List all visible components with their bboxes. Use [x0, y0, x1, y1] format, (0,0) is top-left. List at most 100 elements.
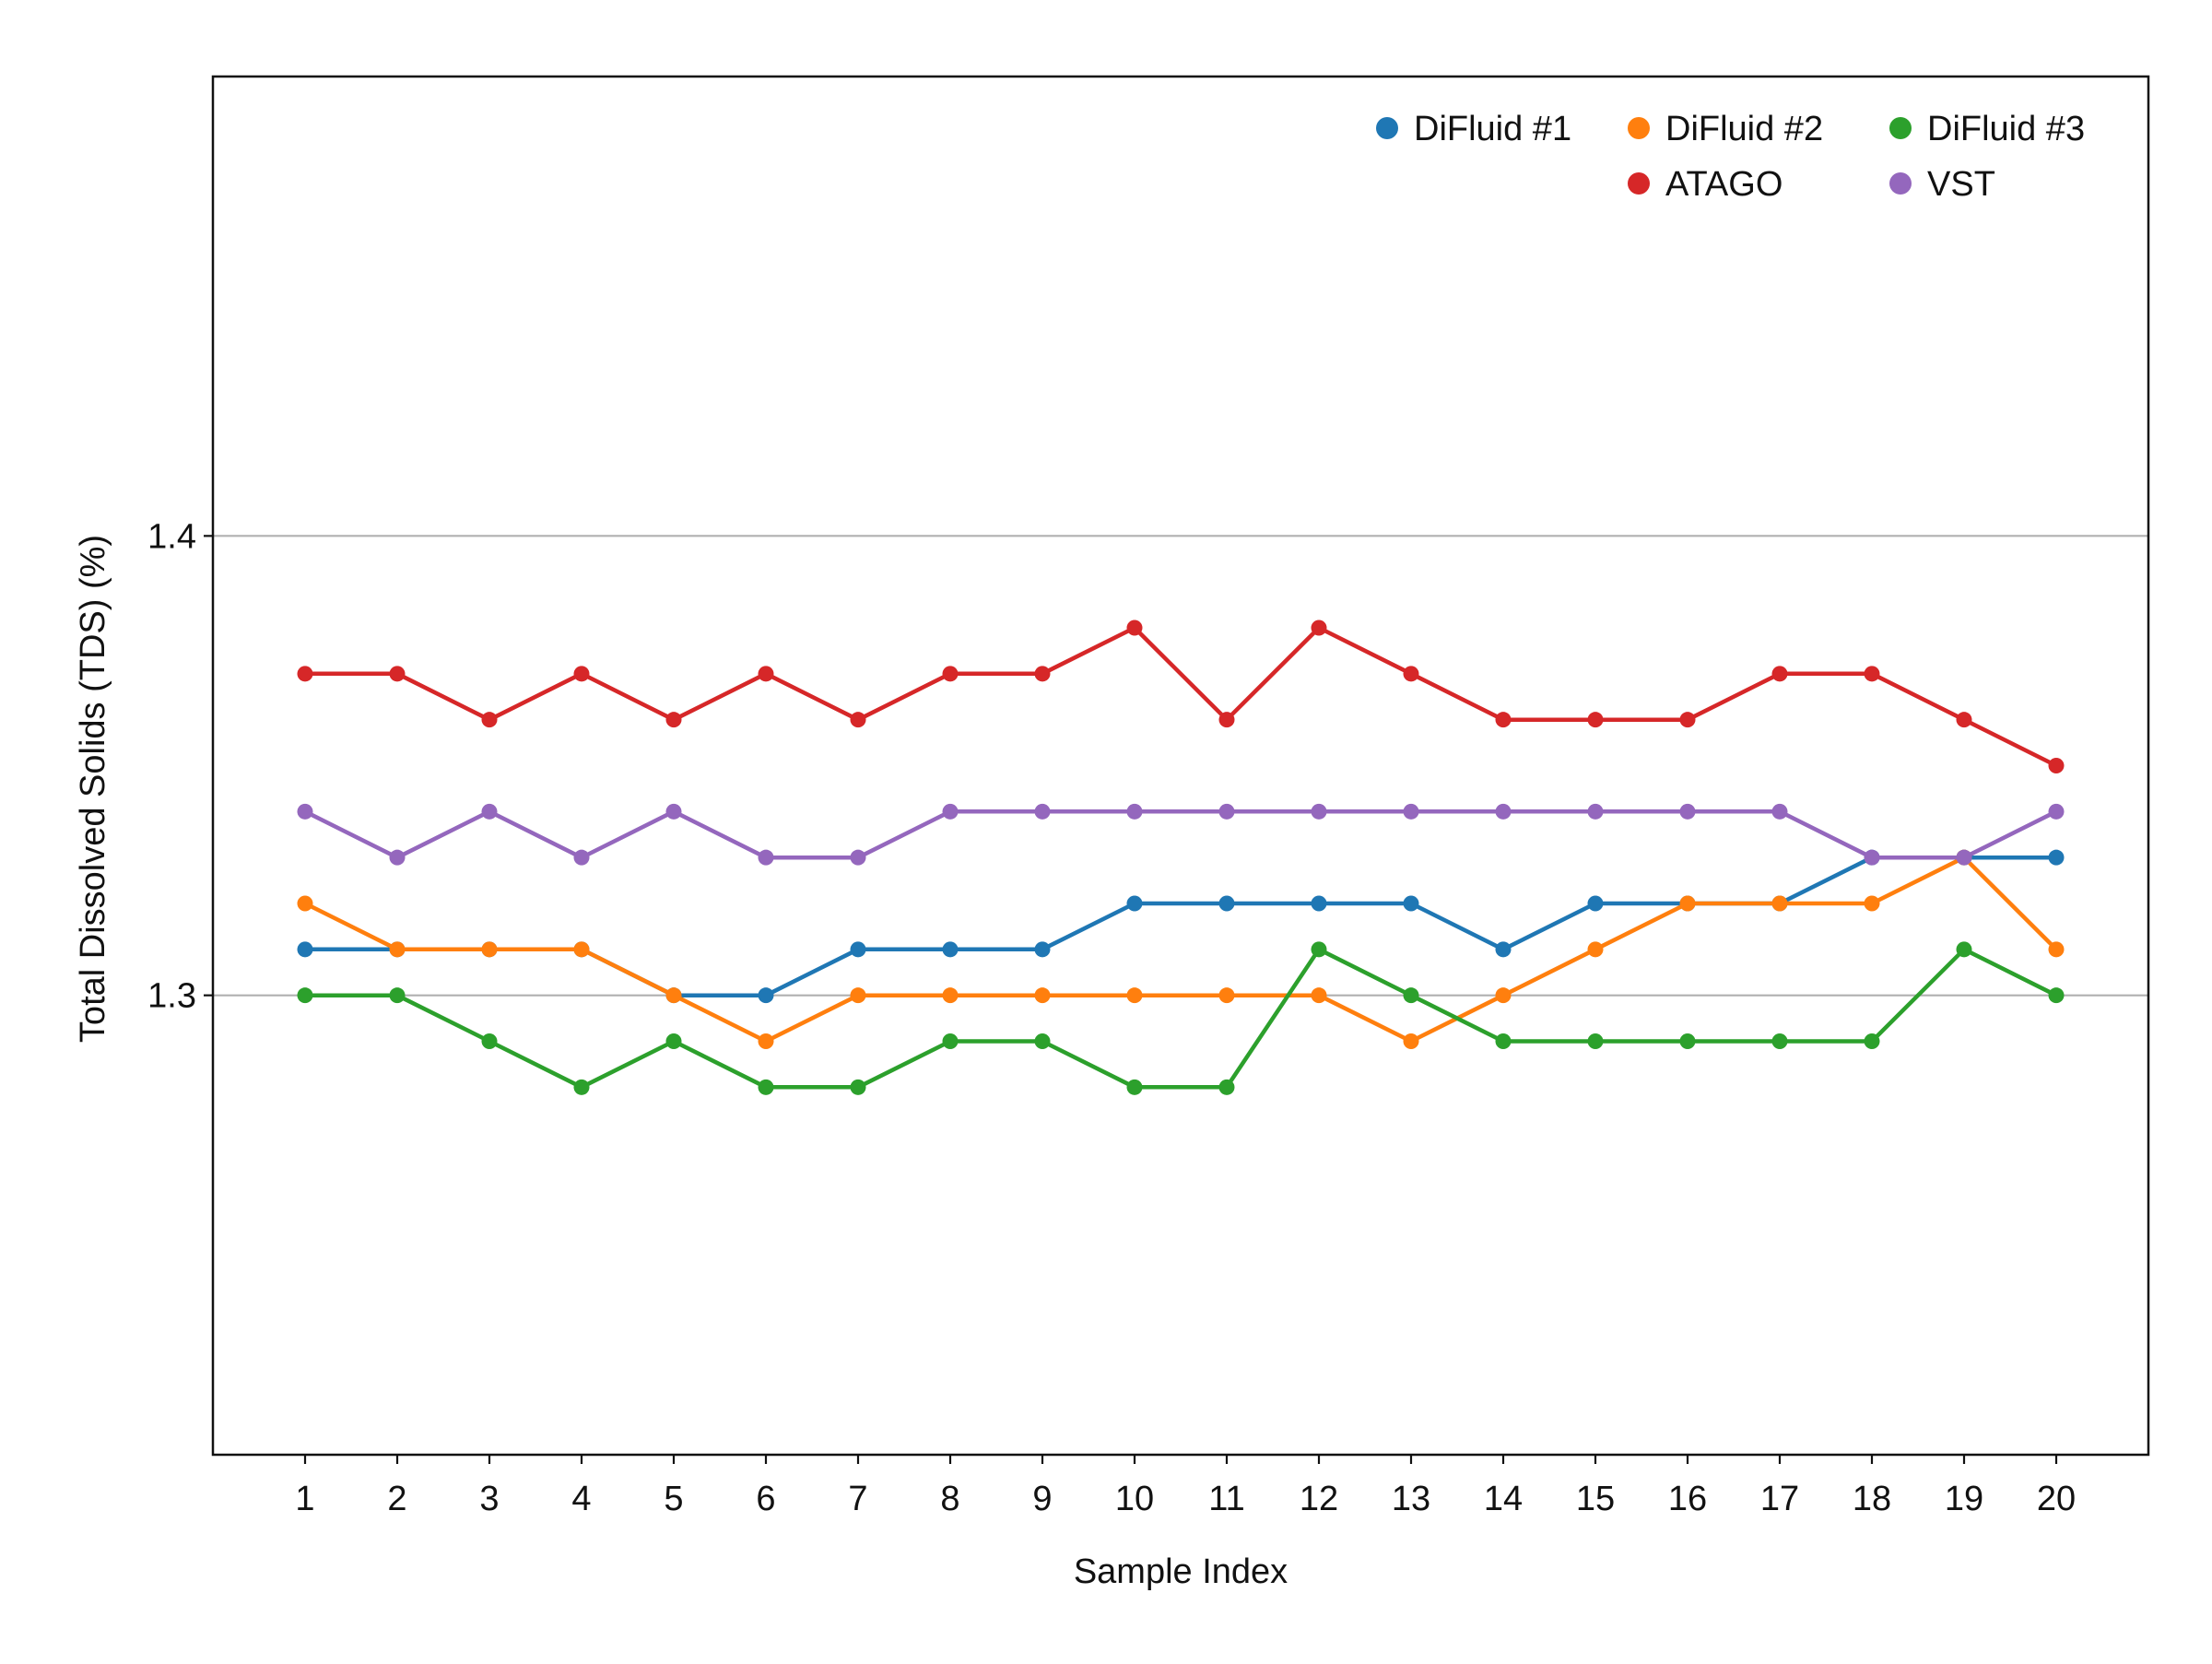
data-point-vst — [1771, 803, 1788, 820]
data-point-vst — [2048, 803, 2065, 820]
data-point-vst — [1864, 849, 1880, 866]
data-point-vst — [665, 803, 682, 820]
x-tick-label: 2 — [387, 1480, 406, 1518]
data-point-difluid-3 — [389, 987, 406, 1004]
data-point-difluid-1 — [1587, 895, 1604, 912]
series-difluid-1 — [297, 849, 2065, 1004]
data-point-difluid-2 — [2048, 941, 2065, 958]
data-point-difluid-1 — [297, 941, 313, 958]
data-point-vst — [389, 849, 406, 866]
data-point-atago — [942, 666, 959, 682]
data-point-atago — [481, 712, 498, 728]
data-point-difluid-1 — [850, 941, 866, 958]
legend-item: DiFluid #2 — [1628, 110, 1823, 148]
x-tick-label: 4 — [571, 1480, 591, 1518]
legend: DiFluid #1 DiFluid #2 DiFluid #3 ATAGO VST — [1376, 110, 2085, 204]
legend-marker — [1889, 117, 1912, 139]
series-layer — [297, 620, 2065, 1095]
data-point-vst — [1679, 803, 1696, 820]
legend-marker — [1628, 117, 1650, 139]
data-point-difluid-2 — [850, 987, 866, 1004]
data-point-vst — [573, 849, 590, 866]
series-line-difluid-3 — [302, 947, 2059, 1090]
data-point-vst — [481, 803, 498, 820]
data-point-atago — [758, 666, 774, 682]
legend-item: VST — [1889, 165, 1995, 204]
data-point-difluid-2 — [1403, 1033, 1419, 1049]
data-point-atago — [2048, 758, 2065, 773]
data-point-atago — [1587, 712, 1604, 728]
x-tick-label: 9 — [1032, 1480, 1052, 1518]
data-point-difluid-2 — [1034, 987, 1051, 1004]
data-point-atago — [1771, 666, 1788, 682]
legend-item: ATAGO — [1628, 165, 1783, 204]
data-point-atago — [1679, 712, 1696, 728]
legend-marker — [1376, 117, 1398, 139]
data-point-atago — [1495, 712, 1512, 728]
data-point-difluid-2 — [1679, 895, 1696, 912]
data-point-difluid-3 — [2048, 987, 2065, 1004]
data-point-difluid-3 — [1864, 1033, 1880, 1049]
data-point-difluid-1 — [942, 941, 959, 958]
data-point-difluid-1 — [1311, 895, 1327, 912]
legend-item: DiFluid #3 — [1889, 110, 2085, 148]
data-point-difluid-2 — [942, 987, 959, 1004]
data-point-difluid-3 — [1587, 1033, 1604, 1049]
x-axis-ticks: 1 2 3 4 5 6 7 8 9 10 11 12 13 14 15 16 17 18 19 20 — [295, 1455, 2076, 1518]
data-point-vst — [850, 849, 866, 866]
x-tick-label: 5 — [664, 1480, 683, 1518]
x-tick-label: 11 — [1208, 1480, 1244, 1518]
data-point-difluid-3 — [665, 1033, 682, 1049]
data-point-atago — [1956, 712, 1972, 728]
y-axis-title: Total Dissolved Solids (TDS) (%) — [74, 535, 112, 1043]
legend-item: DiFluid #1 — [1376, 110, 1571, 148]
series-difluid-2 — [297, 849, 2065, 1049]
legend-label: VST — [1927, 165, 1995, 204]
data-point-atago — [1864, 666, 1880, 682]
data-point-atago — [1034, 666, 1051, 682]
x-tick-label: 19 — [1945, 1480, 1983, 1518]
data-point-vst — [1403, 803, 1419, 820]
data-point-vst — [1034, 803, 1051, 820]
data-point-difluid-2 — [573, 941, 590, 958]
data-point-difluid-3 — [1956, 941, 1972, 958]
data-point-atago — [573, 666, 590, 682]
data-point-atago — [1126, 620, 1143, 636]
data-point-difluid-2 — [1587, 941, 1604, 958]
data-point-atago — [1311, 620, 1327, 636]
series-line-difluid-2 — [302, 855, 2059, 1044]
x-tick-label: 10 — [1115, 1480, 1154, 1518]
data-point-difluid-3 — [758, 1079, 774, 1095]
legend-marker — [1889, 172, 1912, 195]
data-point-difluid-2 — [389, 941, 406, 958]
series-atago — [297, 620, 2065, 773]
data-point-vst — [1495, 803, 1512, 820]
data-point-difluid-3 — [1126, 1079, 1143, 1095]
data-point-vst — [942, 803, 959, 820]
data-point-difluid-1 — [2048, 849, 2065, 866]
gridlines — [213, 535, 2148, 997]
plot-frame — [211, 75, 2150, 1457]
data-point-atago — [665, 712, 682, 728]
data-point-difluid-1 — [1495, 941, 1512, 958]
data-point-difluid-2 — [1218, 987, 1235, 1004]
data-point-difluid-3 — [850, 1079, 866, 1095]
data-point-difluid-2 — [1864, 895, 1880, 912]
data-point-difluid-3 — [1771, 1033, 1788, 1049]
x-tick-label: 6 — [756, 1480, 775, 1518]
data-point-difluid-1 — [1403, 895, 1419, 912]
data-point-vst — [758, 849, 774, 866]
data-point-difluid-1 — [1218, 895, 1235, 912]
data-point-atago — [389, 666, 406, 682]
x-tick-label: 3 — [479, 1480, 499, 1518]
data-point-difluid-2 — [1126, 987, 1143, 1004]
data-point-difluid-3 — [1495, 1033, 1512, 1049]
legend-marker — [1628, 172, 1650, 195]
x-axis-title: Sample Index — [1074, 1552, 1288, 1591]
data-point-difluid-2 — [758, 1033, 774, 1049]
series-line-vst — [302, 809, 2059, 860]
legend-label: DiFluid #1 — [1414, 110, 1571, 148]
data-point-difluid-1 — [758, 987, 774, 1004]
data-point-difluid-3 — [1034, 1033, 1051, 1049]
